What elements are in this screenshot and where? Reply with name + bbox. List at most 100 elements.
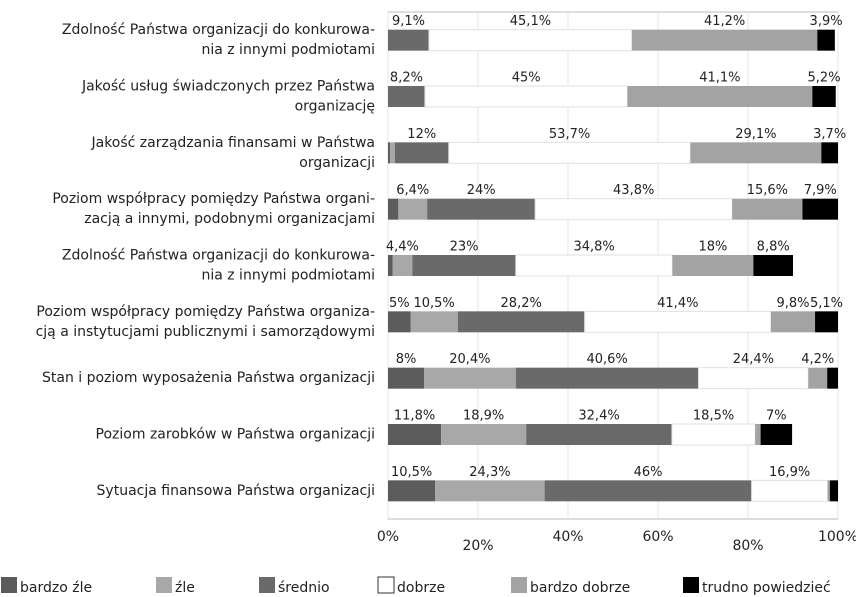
value-label: 32,4% <box>578 409 619 424</box>
value-label: 53,7% <box>549 127 590 142</box>
bar-segment <box>631 29 818 51</box>
bar-segment <box>388 424 442 445</box>
bar-segment <box>827 367 838 389</box>
bar-segment <box>388 311 411 333</box>
category-line: organizacji <box>299 155 375 171</box>
value-label: 18% <box>698 240 727 255</box>
bar-segment <box>584 310 772 333</box>
bar-segment <box>428 29 633 52</box>
bar-segment <box>398 198 428 220</box>
value-label: 8% <box>396 352 417 367</box>
value-label: 3,9% <box>810 14 843 29</box>
bar-segment <box>672 255 754 276</box>
category-label: Poziom współpracy pomiędzy Państwa organ… <box>52 191 375 227</box>
value-label: 16,9% <box>769 465 810 480</box>
value-label: 41,1% <box>699 71 740 86</box>
bar-segment <box>448 141 691 164</box>
bar-segment <box>802 198 838 220</box>
value-label: 18,9% <box>463 409 504 424</box>
category-label: Jakość zarządzania finansami w Państwa or… <box>90 135 375 171</box>
bar-segment <box>390 142 395 164</box>
value-label: 11,8% <box>394 409 435 424</box>
legend-label: bardzo źle <box>20 580 92 596</box>
value-label: 10,5% <box>413 296 454 311</box>
legend-label: bardzo dobrze <box>530 580 630 596</box>
category-line: Zdolność Państwa organizacji do konkurow… <box>62 248 375 264</box>
bar-segment <box>760 424 793 445</box>
value-label: 10,5% <box>391 465 432 480</box>
legend-label: dobrze <box>397 580 445 596</box>
category-line: nia z innymi podmiotami <box>201 268 375 284</box>
bar-segment <box>412 255 516 276</box>
category-line: Jakość zarządzania finansami w Państwa <box>90 135 375 151</box>
bar-segment <box>392 255 413 276</box>
bar-segment <box>388 29 429 51</box>
bar-segment <box>821 142 838 164</box>
category-label: Sytuacja finansowa Państwa organizacji <box>97 483 375 499</box>
bar-segment <box>827 480 830 502</box>
bar-segment <box>534 198 733 221</box>
value-label: 4,4% <box>386 240 419 255</box>
bar-segment <box>388 255 393 276</box>
legend-swatch <box>511 577 527 593</box>
bar-segment <box>808 367 828 389</box>
bar-segment <box>753 255 793 276</box>
bar-segment <box>732 198 803 220</box>
x-tick-label: 80% <box>732 538 763 554</box>
bar-segment <box>388 142 391 164</box>
bar-segment <box>751 479 829 502</box>
bar-segment <box>815 311 838 333</box>
bar-segment <box>515 254 673 277</box>
category-line: Jakość usług świadczonych przez Państwa <box>81 79 375 95</box>
legend-label: źle <box>175 580 195 596</box>
category-line: cją a instytucjami publicznymi i samorzą… <box>36 324 375 340</box>
value-label: 24,4% <box>733 352 774 367</box>
category-line: zacją a innymi, podobnymi organizacjami <box>84 211 375 227</box>
legend-swatch <box>259 577 275 593</box>
x-tick-label: 0% <box>377 529 399 545</box>
bar-segment <box>410 311 458 333</box>
value-label: 20,4% <box>449 352 490 367</box>
value-label: 15,6% <box>747 183 788 198</box>
x-tick-label: 60% <box>642 529 673 545</box>
bar-segment <box>671 423 756 446</box>
category-line: Stan i poziom wyposażenia Państwa organi… <box>42 370 375 386</box>
bar-segment <box>829 480 838 502</box>
value-label: 8,2% <box>390 71 423 86</box>
category-label: Jakość usług świadczonych przez Państwa o… <box>81 79 375 115</box>
value-label: 5,2% <box>808 71 841 86</box>
value-label: 34,8% <box>573 240 614 255</box>
value-label: 41,2% <box>704 14 745 29</box>
value-label: 7,9% <box>804 183 837 198</box>
value-label: 9,8% <box>776 296 809 311</box>
category-line: Poziom współpracy pomiędzy Państwa organ… <box>52 191 375 207</box>
value-label: 9,1% <box>392 14 425 29</box>
bar-segment <box>698 367 809 390</box>
bar-segment <box>388 86 425 107</box>
legend-swatch <box>377 576 395 594</box>
category-label: Zdolność Państwa organizacji do konkurow… <box>62 22 375 58</box>
category-label: Poziom zarobków w Państwa organizacji <box>96 427 375 443</box>
legend-swatch <box>683 577 699 593</box>
category-line: Sytuacja finansowa Państwa organizacji <box>97 483 375 499</box>
value-label: 23% <box>450 240 479 255</box>
category-label: Zdolność Państwa organizacji do konkurow… <box>62 248 375 284</box>
bar-segment <box>388 367 424 389</box>
x-tick-label: 20% <box>462 538 493 554</box>
category-line: Zdolność Państwa organizacji do konkurow… <box>62 22 375 38</box>
value-label: 3,7% <box>813 127 846 142</box>
bar-segment <box>441 424 527 445</box>
value-label: 4,2% <box>801 352 834 367</box>
value-label: 5,1% <box>810 296 843 311</box>
bar-segment <box>817 29 835 51</box>
bar-segment <box>435 480 545 502</box>
bar-segment <box>812 86 836 107</box>
x-tick-label: 100% <box>818 529 856 545</box>
x-tick-label: 40% <box>552 529 583 545</box>
legend-swatch <box>156 577 172 593</box>
bar-segment <box>690 142 822 164</box>
legend-label: trudno powiedzieć <box>702 580 831 596</box>
bar-segment <box>544 480 752 502</box>
value-label: 24,3% <box>469 465 510 480</box>
bar-segment <box>627 86 813 107</box>
